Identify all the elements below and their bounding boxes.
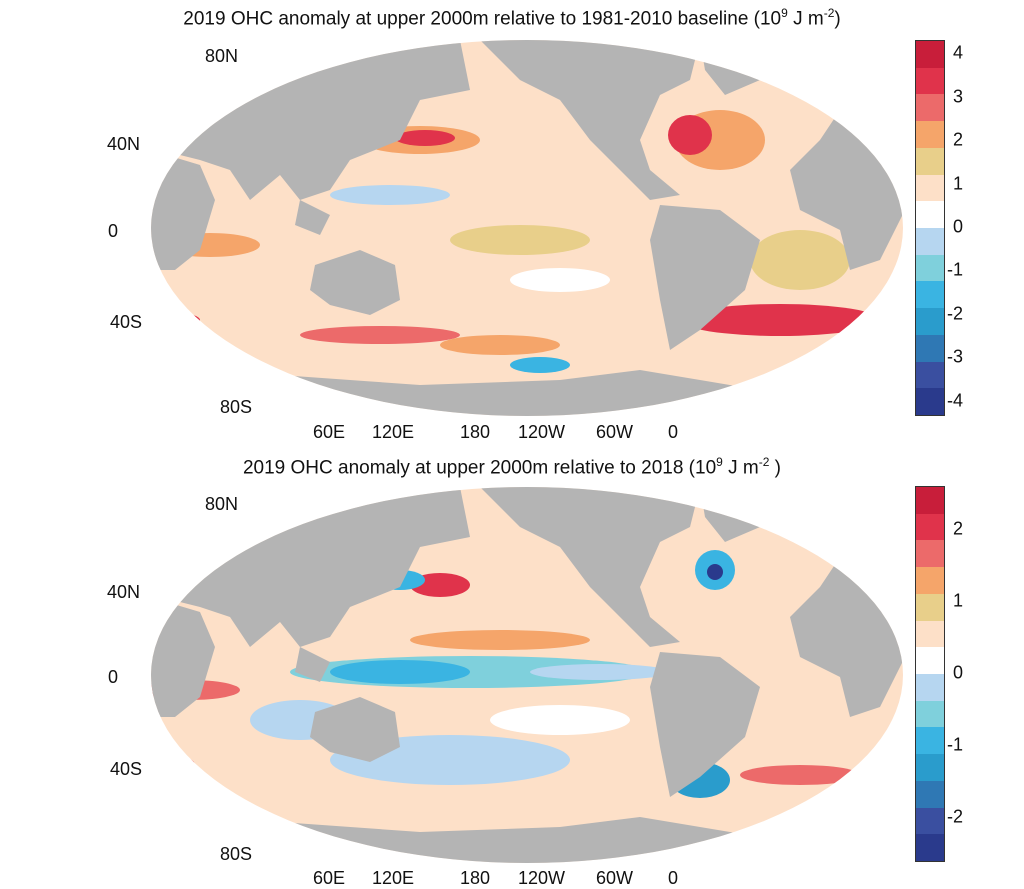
colorbar-bin [916, 593, 944, 621]
colorbar-bin [916, 754, 944, 781]
colorbar-tick-label: 4 [953, 42, 964, 63]
colorbar-bin [916, 41, 944, 68]
lat-label: 40S [110, 312, 143, 332]
colorbar-bin [916, 834, 944, 862]
colorbar-tick-label: -1 [947, 259, 964, 280]
lon-label: 180 [460, 868, 491, 888]
colorbar-bin [916, 67, 944, 95]
colorbar-tick-label: 3 [953, 86, 964, 107]
colorbar-tick-label: 1 [953, 173, 964, 193]
lat-label: 80S [220, 844, 253, 864]
lon-label: 60E [313, 422, 346, 442]
colorbar-tick-label: 0 [953, 216, 964, 237]
lat-label: 80N [205, 494, 239, 514]
colorbar-bin [916, 620, 944, 648]
colorbar-bin [916, 700, 944, 728]
colorbar-bin [916, 540, 944, 568]
colorbar-tick-label: -2 [947, 806, 964, 827]
lon-label: 0 [668, 868, 679, 888]
colorbar-bin [916, 647, 944, 675]
lat-label: 80S [220, 397, 253, 417]
lat-label: 40S [110, 759, 143, 779]
colorbar-tick-label: -1 [947, 734, 964, 755]
lon-label: 120E [372, 422, 415, 442]
lon-label: 60E [313, 868, 346, 888]
lon-label: 120W [518, 868, 566, 888]
colorbar-bin [916, 361, 944, 389]
map-title-bottom: 2019 OHC anomaly at upper 2000m relative… [242, 455, 782, 479]
lat-label: 40N [107, 134, 141, 154]
lat-label: 80N [205, 46, 239, 66]
map-bottom [151, 487, 903, 863]
colorbar-tick-label: -4 [947, 390, 964, 411]
colorbar-tick-label: 2 [953, 518, 964, 539]
colorbar-tick-label: 0 [953, 662, 964, 683]
colorbar-bin [916, 334, 944, 362]
lat-label: 0 [108, 667, 119, 687]
colorbar-bottom [915, 486, 945, 862]
lon-label: 0 [668, 422, 679, 442]
colorbar-bin [916, 780, 944, 808]
colorbar-tick-label: -2 [947, 303, 964, 324]
colorbar-bin [916, 674, 944, 701]
colorbar-bin [916, 94, 944, 122]
lat-label: 0 [108, 221, 119, 241]
lon-label: 60W [596, 868, 634, 888]
map-title-top: 2019 OHC anomaly at upper 2000m relative… [183, 6, 841, 30]
colorbar-bin [916, 147, 944, 175]
colorbar-bin [916, 201, 944, 229]
lon-label: 180 [460, 422, 491, 442]
lon-label: 120E [372, 868, 415, 888]
map-top [151, 40, 903, 416]
colorbar-bin [916, 228, 944, 255]
colorbar-bin [916, 807, 944, 835]
colorbar-bin [916, 308, 944, 335]
lat-label: 40N [107, 582, 141, 602]
colorbar-tick-label: -3 [947, 346, 964, 367]
colorbar-bin [916, 513, 944, 541]
colorbar-bin [916, 174, 944, 202]
colorbar-bin [916, 487, 944, 514]
colorbar-top [915, 40, 945, 416]
colorbar-bin [916, 281, 944, 309]
colorbar-bin [916, 567, 944, 594]
colorbar-tick-label: 2 [953, 129, 964, 150]
lon-label: 120W [518, 422, 566, 442]
colorbar-bin [916, 727, 944, 755]
colorbar-bin [916, 254, 944, 282]
colorbar-bin [916, 388, 944, 416]
colorbar-bin [916, 121, 944, 148]
colorbar-tick-label: 1 [953, 590, 964, 611]
lon-label: 60W [596, 422, 634, 442]
